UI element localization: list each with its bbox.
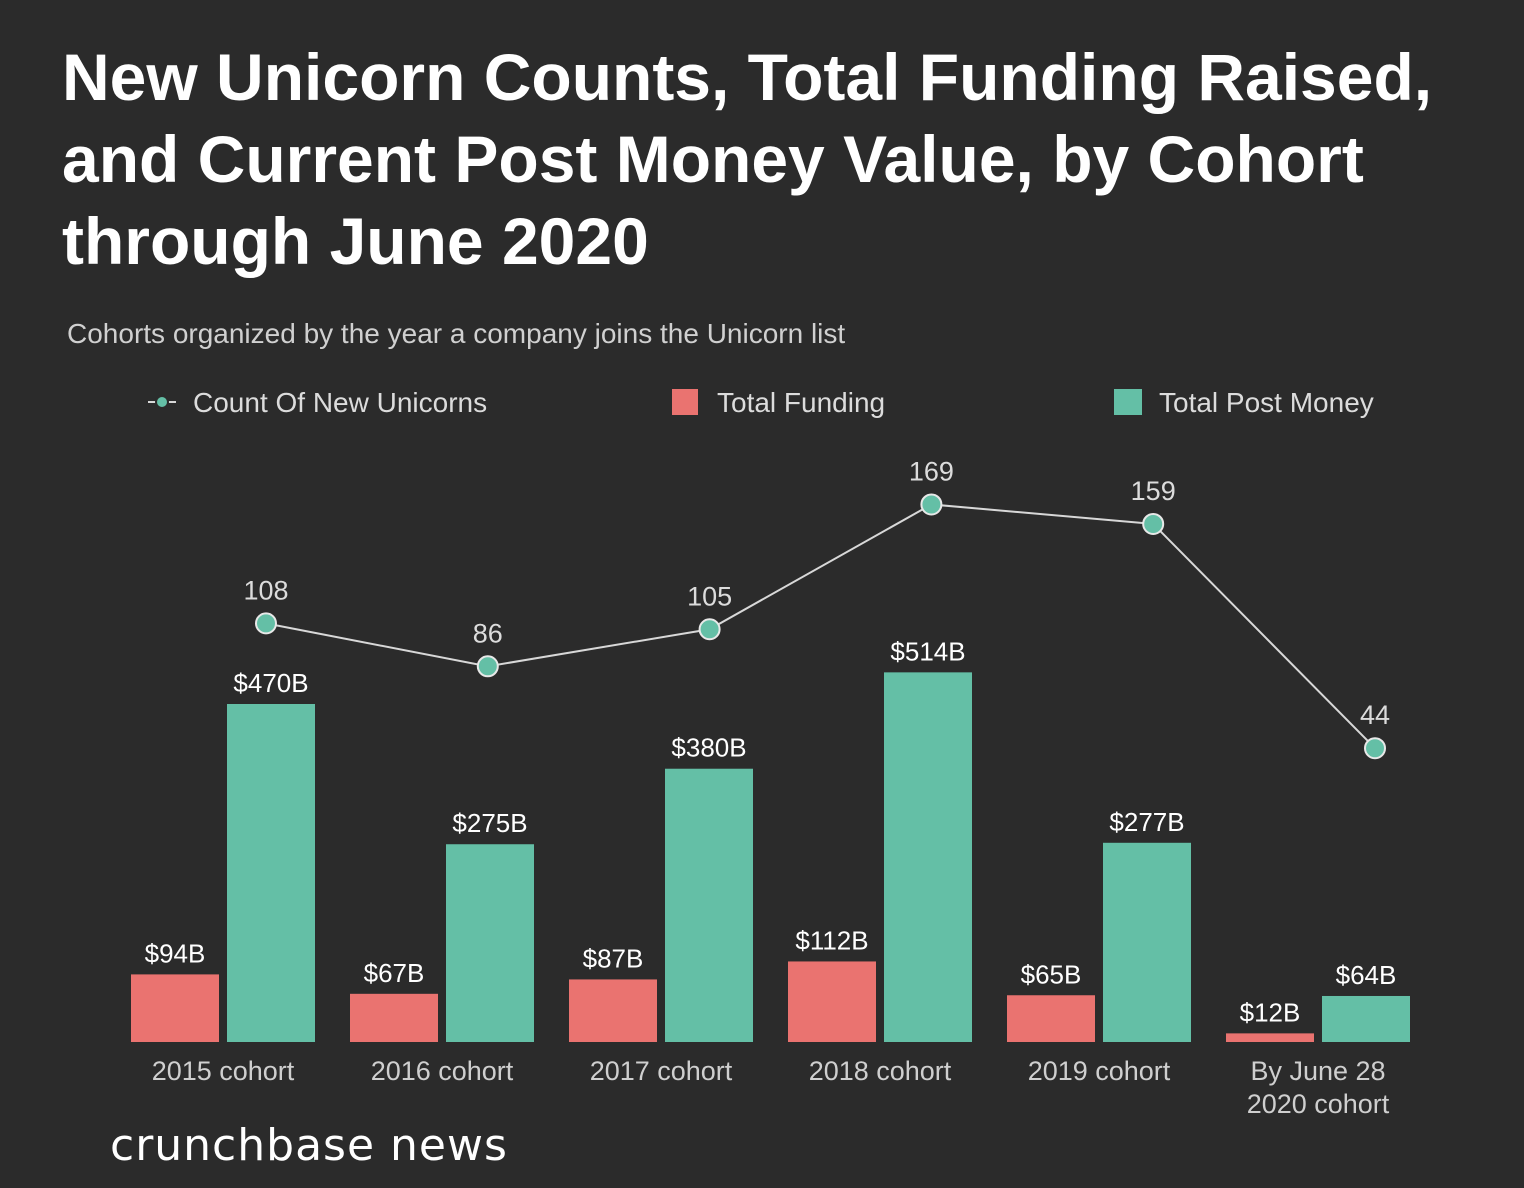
point-count-new-unicorns: [476, 655, 499, 678]
bar-total-post-money: [1322, 995, 1410, 1042]
data-label-count-new-unicorns: 108: [243, 575, 288, 605]
point-count-new-unicorns: [255, 612, 277, 635]
data-label-count-new-unicorns: 159: [1131, 476, 1176, 506]
x-tick-label: 2020 cohort: [1247, 1089, 1390, 1119]
data-label-total-funding: $12B: [1240, 997, 1301, 1027]
bar-total-post-money: [665, 768, 753, 1042]
point-count-new-unicorns: [920, 493, 943, 516]
bar-total-funding: [1007, 995, 1095, 1042]
x-tick-label: 2017 cohort: [590, 1056, 733, 1086]
bar-total-funding: [1226, 1033, 1314, 1042]
data-label-total-post-money: $514B: [890, 636, 965, 666]
title-line-1: New Unicorn Counts, Total Funding Raised…: [62, 40, 1433, 114]
bar-total-funding: [569, 979, 657, 1042]
x-tick-label: 2019 cohort: [1028, 1056, 1171, 1086]
bar-total-post-money: [227, 704, 315, 1042]
data-label-count-new-unicorns: 169: [909, 456, 954, 486]
bar-total-post-money: [884, 672, 972, 1042]
data-label-total-post-money: $380B: [671, 733, 746, 763]
data-label-count-new-unicorns: 86: [473, 618, 503, 648]
data-label-total-post-money: $277B: [1109, 807, 1184, 837]
crunchbase-news-logo: crunchbase news: [110, 1120, 508, 1171]
chart-subtitle: Cohorts organized by the year a company …: [67, 318, 846, 349]
bar-total-funding: [350, 993, 438, 1042]
line-count-new-unicorns: [265, 503, 1376, 749]
title-line-2: and Current Post Money Value, by Cohort: [62, 122, 1364, 196]
legend-swatch-post-money: [1114, 389, 1142, 415]
title-line-3: through June 2020: [62, 204, 649, 278]
legend-swatch-funding: [672, 389, 698, 415]
x-tick-label: 2015 cohort: [152, 1056, 295, 1086]
point-count-new-unicorns: [698, 618, 721, 641]
data-label-total-funding: $94B: [145, 938, 206, 968]
legend-label-count: Count Of New Unicorns: [193, 387, 487, 418]
data-label-total-funding: $87B: [583, 943, 644, 973]
point-count-new-unicorns: [1142, 512, 1165, 535]
data-label-total-funding: $112B: [795, 925, 868, 955]
bar-total-funding: [788, 961, 876, 1042]
data-label-count-new-unicorns: 105: [687, 581, 732, 611]
data-label-total-funding: $67B: [364, 958, 425, 988]
data-label-total-funding: $65B: [1021, 959, 1082, 989]
bar-total-post-money: [1103, 842, 1191, 1042]
x-tick-label: 2016 cohort: [371, 1056, 514, 1086]
x-tick-label: By June 28: [1250, 1056, 1385, 1086]
x-tick-label: 2018 cohort: [809, 1056, 952, 1086]
data-label-total-post-money: $470B: [233, 668, 308, 698]
data-label-total-post-money: $64B: [1336, 960, 1397, 990]
data-label-count-new-unicorns: 44: [1360, 700, 1390, 730]
legend-label-funding: Total Funding: [717, 387, 885, 418]
point-count-new-unicorns: [1364, 737, 1386, 760]
data-label-total-post-money: $275B: [452, 808, 527, 838]
bar-total-post-money: [446, 844, 534, 1042]
legend-dot-marker: [155, 395, 169, 409]
bar-total-funding: [131, 974, 219, 1042]
legend-label-post-money: Total Post Money: [1159, 387, 1374, 418]
chart-title: New Unicorn Counts, Total Funding Raised…: [62, 36, 1482, 282]
